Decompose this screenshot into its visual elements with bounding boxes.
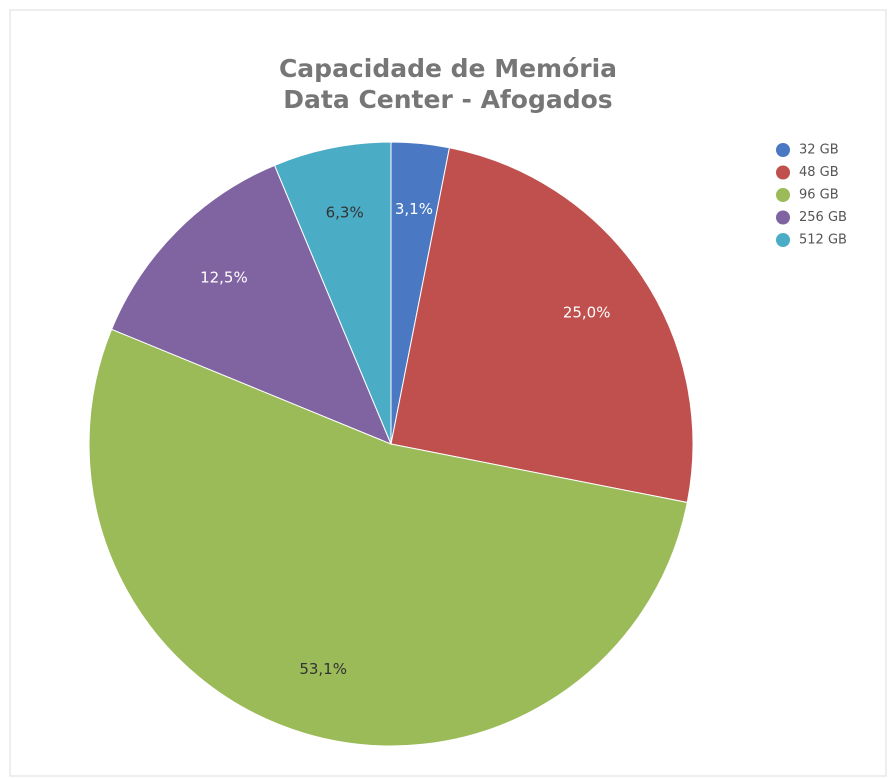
legend-marker (776, 165, 790, 180)
slice-label: 12,5% (200, 268, 248, 286)
slice-label: 3,1% (395, 200, 433, 218)
pie-slice (390, 147, 694, 504)
pie-slice (110, 164, 392, 445)
legend-marker (776, 143, 790, 157)
pie-slice (88, 328, 688, 747)
legend-text: 512 GB (799, 233, 847, 248)
legend-text: 256 GB (799, 210, 847, 225)
legend-text: 48 GB (799, 165, 839, 180)
legend-text: 32 GB (799, 143, 839, 158)
legend-text: 96 GB (799, 188, 839, 203)
pie-slice (273, 141, 392, 445)
chart-subtitle: Data Center - Afogados (283, 85, 612, 114)
legend-marker (776, 188, 790, 202)
legend-marker (776, 233, 790, 247)
legend-marker (776, 210, 790, 225)
slice-label: 25,0% (563, 303, 611, 321)
slice-label: 6,3% (326, 204, 364, 222)
slice-label: 53,1% (299, 660, 347, 678)
chart-title: Capacidade de Memória (279, 54, 617, 83)
